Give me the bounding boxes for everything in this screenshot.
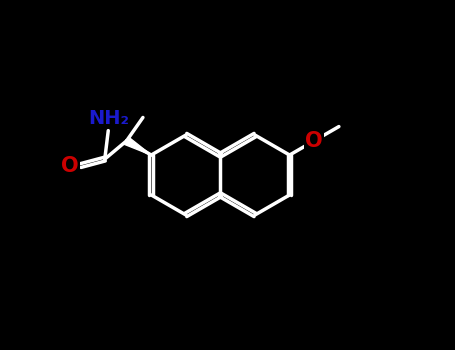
Text: O: O (305, 131, 323, 151)
Polygon shape (125, 137, 151, 155)
Text: O: O (61, 156, 79, 176)
Text: NH₂: NH₂ (88, 109, 129, 128)
